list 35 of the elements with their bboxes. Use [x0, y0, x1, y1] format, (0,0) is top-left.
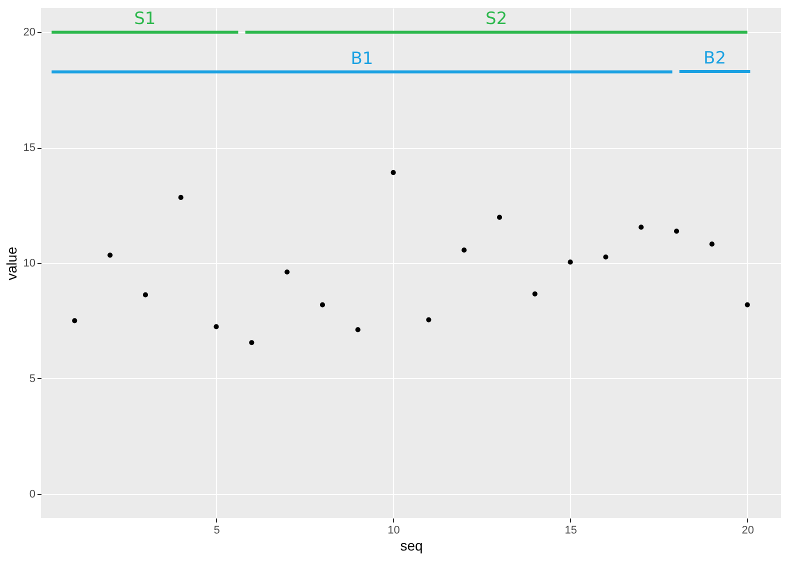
point [107, 252, 113, 258]
point [214, 324, 219, 330]
x-axis-title: seq [400, 538, 423, 554]
y-tick-label: 15 [23, 142, 36, 154]
point [532, 291, 538, 296]
y-tick-label: 0 [29, 488, 36, 500]
point [462, 248, 467, 253]
series-label: S1 [134, 9, 156, 30]
x-tick-label: 5 [214, 524, 220, 536]
x-tick-label: 15 [564, 524, 577, 536]
point [638, 224, 644, 230]
series-label: B1 [350, 48, 374, 69]
point [142, 292, 148, 298]
point [674, 228, 680, 234]
y-tick-label: 20 [23, 26, 36, 39]
point [568, 260, 573, 265]
series-label: S2 [486, 9, 508, 30]
point [178, 194, 184, 200]
point [496, 214, 502, 220]
point [390, 170, 396, 176]
point [603, 254, 608, 260]
y-axis-title: value [3, 246, 20, 280]
x-tick-label: 10 [388, 524, 400, 536]
series-label: B2 [704, 48, 726, 68]
point [249, 340, 254, 346]
point [72, 318, 78, 324]
x-tick-label: 20 [742, 524, 754, 536]
y-tick-label: 5 [29, 372, 36, 385]
point [320, 302, 326, 308]
point [744, 302, 750, 308]
point [709, 242, 715, 247]
point [284, 269, 290, 275]
point [426, 317, 432, 322]
y-tick-label: 10 [23, 258, 36, 270]
point [355, 327, 360, 332]
